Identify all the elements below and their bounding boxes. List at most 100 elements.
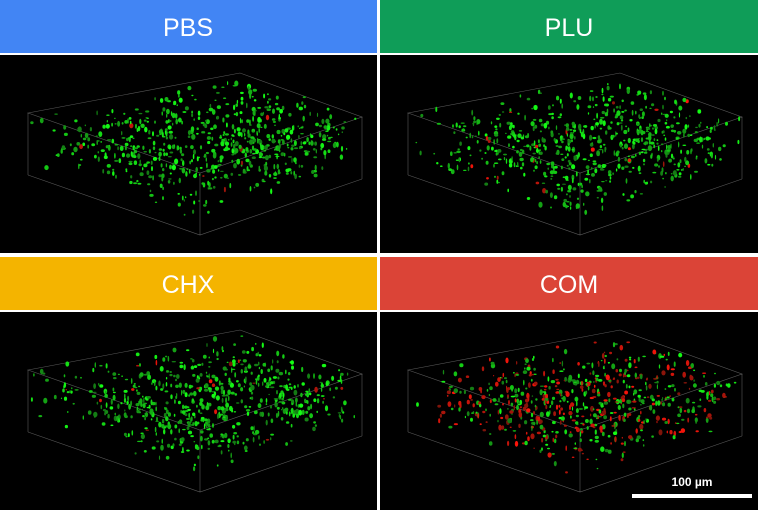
- cell-spot: [654, 108, 659, 112]
- cell-spot: [295, 408, 300, 414]
- cell-spot: [301, 409, 305, 415]
- cell-spot: [304, 417, 309, 422]
- micrograph: [0, 55, 377, 253]
- cell-spot: [125, 170, 128, 173]
- cell-spot: [545, 404, 548, 410]
- cell-spot: [195, 166, 198, 173]
- cell-spot: [80, 376, 82, 379]
- cell-spot: [238, 144, 242, 149]
- cell-spot: [205, 421, 208, 425]
- cell-spot: [140, 123, 145, 128]
- cell-spot: [255, 353, 259, 357]
- cell-spot: [651, 134, 655, 136]
- panel-label: COM: [540, 271, 598, 299]
- cell-spot: [201, 404, 205, 410]
- cell-spot: [573, 155, 578, 162]
- cell-spot: [528, 374, 532, 377]
- cell-spot: [473, 116, 476, 121]
- cell-spot: [197, 110, 201, 116]
- cell-spot: [231, 367, 233, 373]
- cell-spot: [123, 112, 126, 115]
- cell-spot: [706, 392, 709, 397]
- cell-spot: [642, 444, 645, 447]
- cell-spot: [142, 395, 144, 398]
- cell-spot: [221, 397, 224, 403]
- cell-spot: [667, 385, 672, 388]
- cell-spot: [603, 358, 606, 364]
- cell-spot: [567, 159, 571, 163]
- cell-spot: [609, 416, 612, 422]
- cell-spot: [592, 106, 595, 108]
- cell-spot: [152, 156, 158, 161]
- cell-spot: [577, 182, 580, 187]
- cell-spot: [577, 373, 580, 379]
- cell-spot: [624, 390, 628, 395]
- cell-spot: [569, 404, 571, 411]
- cell-spot: [472, 122, 475, 127]
- cell-spot: [262, 381, 264, 386]
- cell-spot: [560, 153, 564, 155]
- cell-spot: [471, 135, 474, 139]
- cell-spot: [154, 426, 157, 433]
- cell-spot: [265, 114, 270, 121]
- cell-spot: [273, 398, 279, 400]
- cell-spot: [585, 165, 590, 170]
- cell-spot: [304, 152, 308, 156]
- cell-spot: [216, 105, 221, 109]
- cell-spot: [536, 431, 542, 435]
- cell-spot: [643, 179, 645, 184]
- cell-spot: [190, 435, 194, 438]
- cell-spot: [129, 120, 132, 125]
- cell-spot: [643, 163, 645, 166]
- cell-spot: [79, 158, 83, 161]
- cell-spot: [178, 382, 182, 388]
- cell-spot: [552, 420, 556, 425]
- cell-spot: [448, 385, 453, 388]
- cell-spot: [168, 146, 171, 150]
- cell-spot: [446, 390, 451, 395]
- cell-spot: [270, 386, 275, 389]
- cell-spot: [571, 419, 576, 422]
- cell-spot: [207, 210, 210, 214]
- cell-spot: [206, 162, 208, 169]
- cell-spot: [690, 363, 694, 369]
- cell-spot: [662, 177, 664, 180]
- cell-spot: [476, 140, 479, 144]
- cell-spot: [533, 447, 535, 449]
- cell-spot: [495, 128, 498, 131]
- cell-spot: [265, 403, 268, 405]
- cell-spot: [607, 83, 609, 86]
- cell-spot: [121, 152, 125, 158]
- cell-spot: [240, 335, 244, 337]
- cell-spot: [164, 355, 168, 358]
- cell-spot: [538, 118, 543, 123]
- cell-spot: [622, 373, 625, 378]
- cell-spot: [211, 383, 216, 388]
- cell-spot: [576, 104, 580, 110]
- cell-spot: [501, 111, 505, 113]
- cell-spot: [597, 139, 601, 144]
- cell-spot: [130, 145, 133, 148]
- cell-spot: [516, 139, 520, 143]
- cell-spot: [105, 363, 108, 369]
- cell-spot: [584, 177, 589, 181]
- cell-spot: [539, 160, 542, 164]
- cell-spot: [559, 370, 564, 373]
- cell-spot: [147, 183, 151, 186]
- cell-spot: [288, 372, 291, 376]
- cell-spot: [92, 367, 95, 373]
- cell-spot: [527, 396, 530, 402]
- cell-spot: [255, 379, 258, 385]
- cell-spot: [646, 181, 648, 185]
- cell-spot: [581, 452, 585, 455]
- cell-spot: [178, 97, 183, 103]
- cell-spot: [591, 362, 594, 369]
- cell-spot: [293, 385, 296, 389]
- cell-spot: [567, 184, 572, 191]
- cell-spot: [290, 171, 293, 175]
- cell-spot: [343, 121, 347, 123]
- cell-spot: [635, 138, 640, 142]
- cell-spot: [207, 180, 210, 186]
- cell-spot: [529, 371, 532, 375]
- cell-spot: [302, 115, 305, 122]
